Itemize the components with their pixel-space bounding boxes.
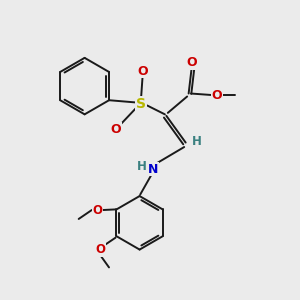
Text: O: O [186, 56, 197, 69]
Text: O: O [110, 123, 121, 136]
Text: S: S [136, 97, 146, 111]
Text: N: N [148, 163, 158, 176]
Text: O: O [92, 203, 102, 217]
Text: H: H [137, 160, 147, 173]
Text: O: O [212, 88, 222, 101]
Text: O: O [137, 65, 148, 78]
Text: O: O [95, 243, 105, 256]
Text: H: H [192, 135, 202, 148]
